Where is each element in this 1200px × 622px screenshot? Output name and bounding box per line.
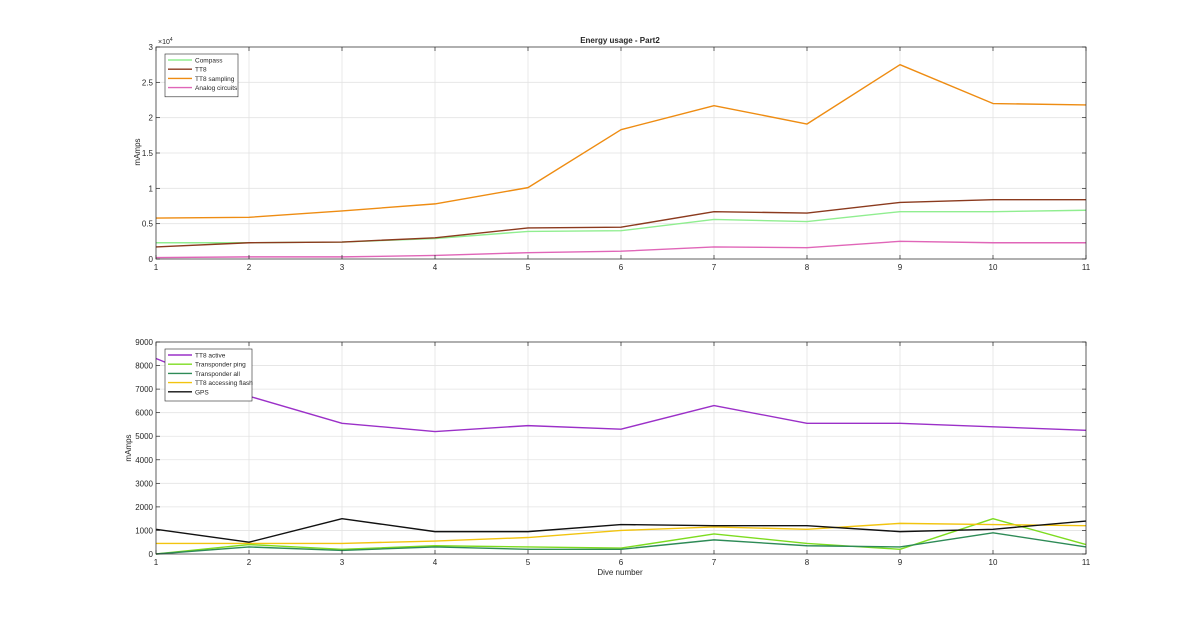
y-tick-label: 6000 [135,409,153,418]
x-tick-label: 9 [898,263,903,272]
chart-top-exponent: ×104 [158,37,173,46]
legend-label: GPS [195,389,209,396]
y-tick-label: 5000 [135,432,153,441]
legend: Compass TT8 TT8 sampling Analog circuits [164,53,239,98]
series-line-tt8-accessing-flash [156,522,1087,545]
x-tick-label: 11 [1082,558,1091,567]
y-tick-label: 0 [149,255,154,264]
x-tick-label: 8 [805,263,810,272]
legend-label: TT8 [195,67,207,74]
chart-top-title: Energy usage - Part2 [580,36,660,45]
chart-top-y-axis-label: mAmps [133,138,142,165]
x-tick-label: 7 [712,263,717,272]
x-tick-label: 2 [247,558,252,567]
series-line-tt8-sampling [155,63,1087,219]
y-tick-label: 7000 [135,385,153,394]
y-tick-label: 1.5 [142,149,154,158]
x-tick-label: 4 [433,558,438,567]
y-tick-label: 1000 [135,526,153,535]
legend-label: TT8 active [195,353,226,360]
chart-bottom: mAmps Dive number 1 2 3 4 5 6 7 8 9 10 11 0 1000 2000… [124,338,1091,577]
y-tick-label: 1 [149,184,154,193]
x-tick-label: 9 [898,558,903,567]
series-line-gps [155,517,1087,543]
x-tick-label: 3 [340,558,345,567]
legend-label: Transponder ping [195,362,246,369]
y-tick-label: 2.5 [142,78,154,87]
legend: TT8 active Transponder ping Transponder al… [164,348,253,402]
x-tick-label: 10 [989,263,998,272]
series-line-tt8 [155,198,1086,248]
x-tick-label: 11 [1082,263,1091,272]
legend-label: TT8 accessing flash [195,380,253,387]
y-tick-label: 4000 [135,456,153,465]
chart-bottom-x-axis-label: Dive number [597,568,643,577]
series-line-tt8-active [155,357,1087,433]
chart-top: Energy usage - Part2 ×104 mAmps 1 2 3 4 5 6 7 8… [133,36,1091,272]
legend-label: Compass [195,58,223,65]
y-tick-label: 8000 [135,362,153,371]
legend-label: Analog circuits [195,85,238,92]
x-tick-label: 5 [526,558,531,567]
x-tick-label: 10 [989,558,998,567]
x-tick-label: 6 [619,263,624,272]
x-tick-label: 4 [433,263,438,272]
y-tick-label: 3000 [135,479,153,488]
x-tick-label: 7 [712,558,717,567]
series-line-transponder-ping [155,517,1087,555]
series-line-transponder-all [155,532,1087,555]
y-tick-label: 3 [149,43,154,52]
y-tick-label: 2 [149,114,154,123]
y-tick-label: 2000 [135,503,153,512]
x-tick-label: 6 [619,558,624,567]
series-line-analog-circuits [155,240,1086,259]
x-tick-label: 1 [154,558,159,567]
legend-label: TT8 sampling [195,76,235,83]
legend-label: Transponder all [195,371,240,378]
legend-box [164,53,239,98]
y-tick-label: 9000 [135,338,153,347]
x-tick-label: 2 [247,263,252,272]
x-tick-label: 8 [805,558,810,567]
y-tick-label: 0.5 [142,220,154,229]
chart-bottom-y-axis-label: mAmps [124,434,133,461]
x-tick-label: 3 [340,263,345,272]
x-tick-label: 5 [526,263,531,272]
y-tick-label: 0 [149,550,154,559]
x-tick-label: 1 [154,263,159,272]
